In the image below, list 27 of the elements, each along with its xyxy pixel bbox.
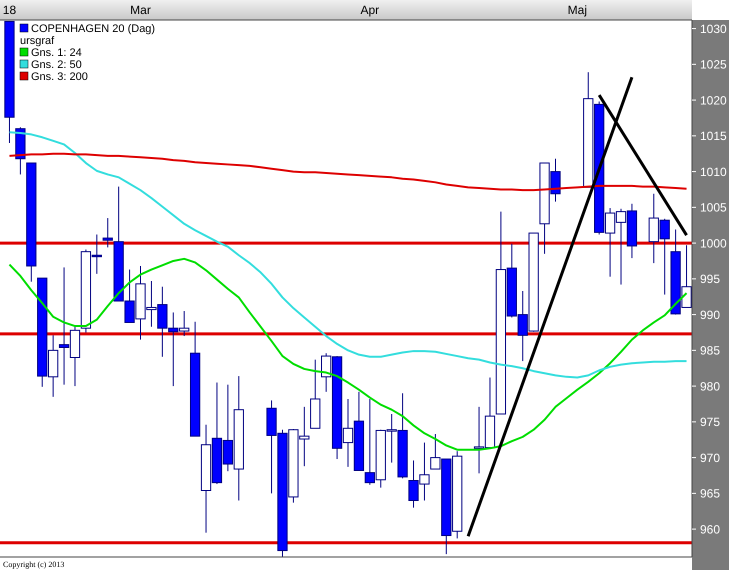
y-tick-label: 1025	[700, 58, 728, 72]
x-tick-label: Maj	[568, 3, 588, 17]
candlestick	[102, 218, 113, 248]
y-tick-label: 1005	[700, 200, 728, 215]
y-tick-label: 1030	[700, 22, 728, 36]
legend-title: ursgraf	[20, 34, 56, 47]
x-tick-label: Mar	[130, 3, 151, 17]
y-tick-label: 1000	[700, 236, 728, 250]
x-tick-label: 18	[2, 3, 16, 17]
legend-label: COPENHAGEN 20 (Dag)	[31, 22, 156, 35]
y-tick-label: 980	[700, 379, 720, 394]
legend-label: Gns. 2: 50	[31, 58, 82, 71]
y-tick-label: 990	[700, 308, 720, 322]
y-tick-label: 965	[700, 486, 720, 501]
legend-label: Gns. 3: 200	[31, 70, 88, 83]
y-tick-label: 995	[700, 272, 720, 286]
x-tick-label: Apr	[360, 3, 380, 17]
y-tick-label: 960	[700, 522, 720, 536]
y-tick-label: 970	[700, 450, 720, 465]
legend-label: Gns. 1: 24	[31, 46, 82, 59]
y-tick-label: 975	[700, 415, 720, 430]
y-tick-label: 985	[700, 344, 720, 358]
text: Copyright (c) 2013	[3, 560, 64, 569]
line-series	[8, 131, 688, 379]
y-tick-label: 1015	[700, 129, 728, 144]
y-tick-label: 1010	[700, 164, 728, 179]
y-tick-label: 1020	[700, 93, 728, 108]
